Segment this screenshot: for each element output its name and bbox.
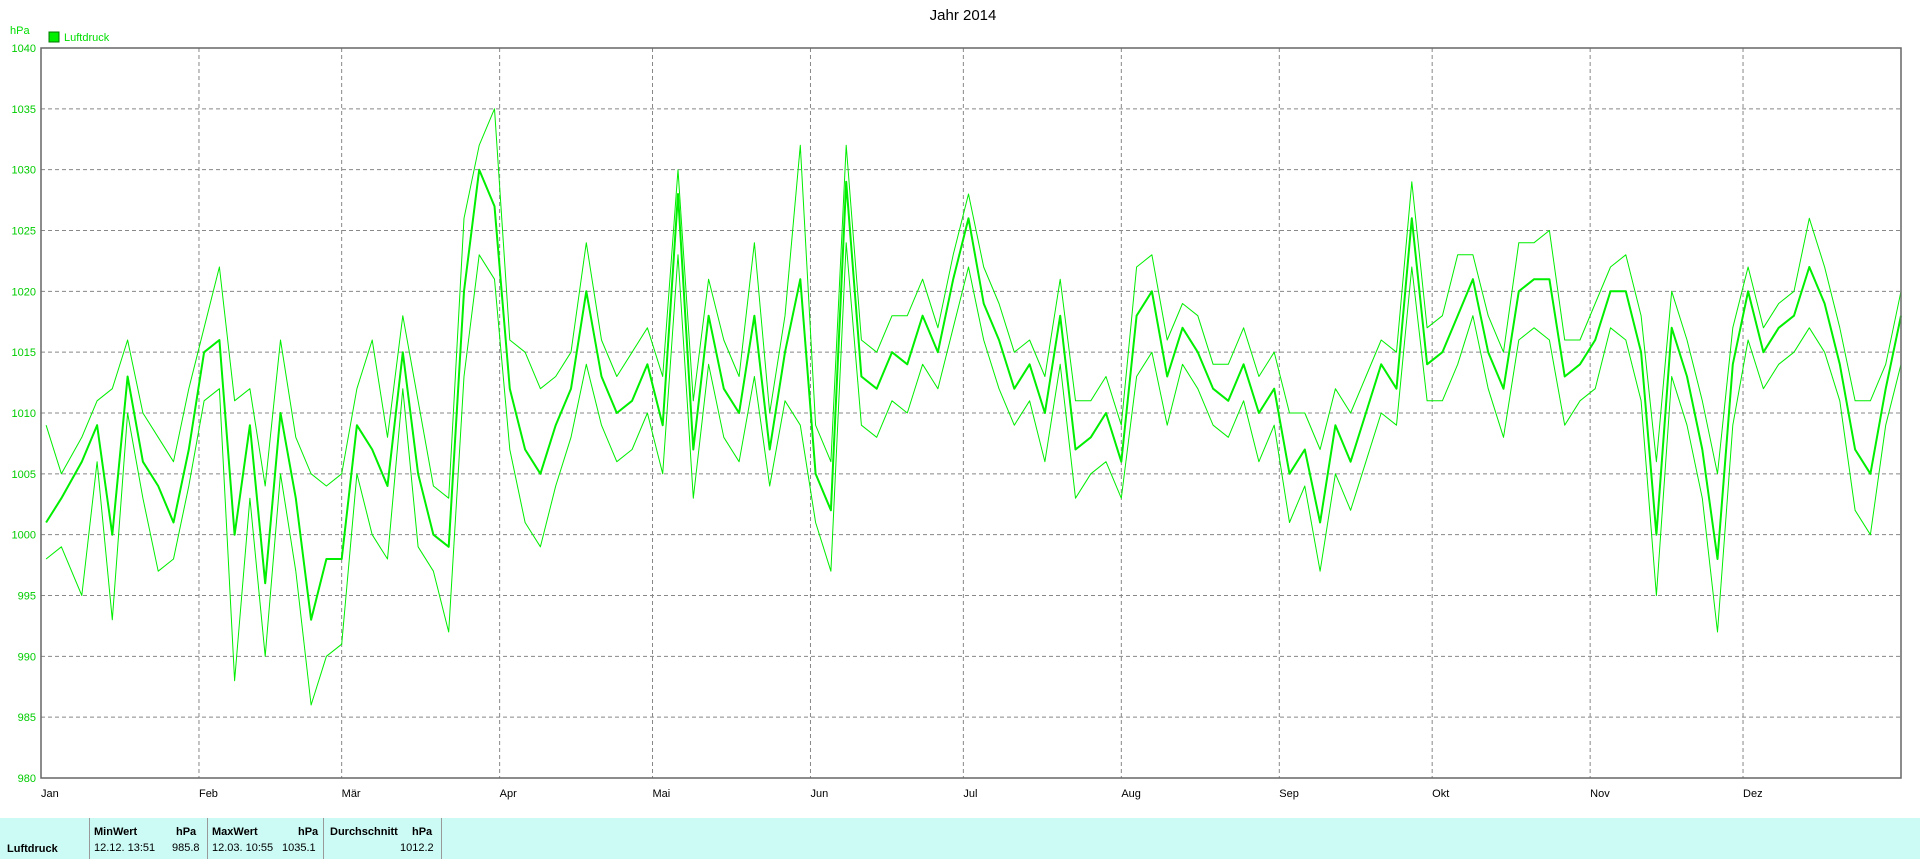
y-tick-label: 1000 [12, 530, 36, 542]
y-tick-label: 1035 [12, 104, 36, 116]
avg-value: 1012.2 [400, 842, 434, 854]
x-tick-label: Jan [41, 788, 59, 800]
y-axis-unit: hPa [10, 25, 30, 37]
min-unit: hPa [176, 826, 197, 838]
y-tick-labels: 980 985 990 995 1000 1005 1010 1015 1020 1025 1030… [12, 43, 36, 785]
x-tick-label: Dez [1743, 788, 1763, 800]
avg-header: Durchschnitt [330, 826, 398, 838]
series-avg-line [45, 168, 1902, 621]
column-separator [207, 818, 208, 859]
x-tick-label: Mär [342, 788, 361, 800]
series-min-line [45, 242, 1902, 706]
x-tick-label: Aug [1121, 788, 1141, 800]
y-tick-label: 1030 [12, 165, 36, 177]
legend-label: Luftdruck [64, 32, 110, 44]
avg-unit: hPa [412, 826, 433, 838]
y-tick-label: 995 [18, 591, 36, 603]
min-header: MinWert [94, 826, 138, 838]
max-header: MaxWert [212, 826, 258, 838]
y-tick-label: 980 [18, 773, 36, 785]
grid-lines [41, 48, 1901, 778]
max-value: 1035.1 [282, 842, 316, 854]
y-tick-label: 990 [18, 651, 36, 663]
y-tick-label: 1025 [12, 226, 36, 238]
series-max-line [45, 108, 1902, 499]
y-tick-label: 1040 [12, 43, 36, 55]
y-tick-label: 1020 [12, 286, 36, 298]
max-time: 12.03. 10:55 [212, 842, 274, 854]
column-separator [441, 818, 442, 859]
x-tick-label: Jul [963, 788, 977, 800]
column-separator [323, 818, 324, 859]
y-tick-label: 1015 [12, 347, 36, 359]
chart-title: Jahr 2014 [930, 7, 997, 24]
x-tick-labels: Jan Feb Mär Apr Mai Jun Jul Aug Sep Okt Nov Dez [41, 788, 1763, 800]
x-tick-label: Feb [199, 788, 218, 800]
x-tick-label: Jun [810, 788, 828, 800]
min-time: 12.12. 13:51 [94, 842, 156, 854]
column-separator [89, 818, 90, 859]
x-tick-label: Okt [1432, 788, 1449, 800]
x-tick-label: Apr [500, 788, 517, 800]
legend-swatch [48, 31, 60, 43]
max-unit: hPa [298, 826, 319, 838]
x-tick-label: Sep [1279, 788, 1299, 800]
plot-frame [40, 47, 1902, 779]
statistics-panel: Luftdruck MinWert hPa 12.12. 13:51 985.8… [0, 818, 1920, 859]
y-tick-label: 985 [18, 712, 36, 724]
series-luftdruck [45, 108, 1902, 706]
x-tick-label: Nov [1590, 788, 1610, 800]
min-value: 985.8 [172, 842, 200, 854]
y-tick-label: 1010 [12, 408, 36, 420]
x-tick-label: Mai [653, 788, 671, 800]
y-tick-label: 1005 [12, 469, 36, 481]
stats-row-label: Luftdruck [7, 843, 58, 855]
pressure-chart: Jahr 2014 hPa Luftdruck 980 985 990 995 1000… [10, 7, 1902, 800]
